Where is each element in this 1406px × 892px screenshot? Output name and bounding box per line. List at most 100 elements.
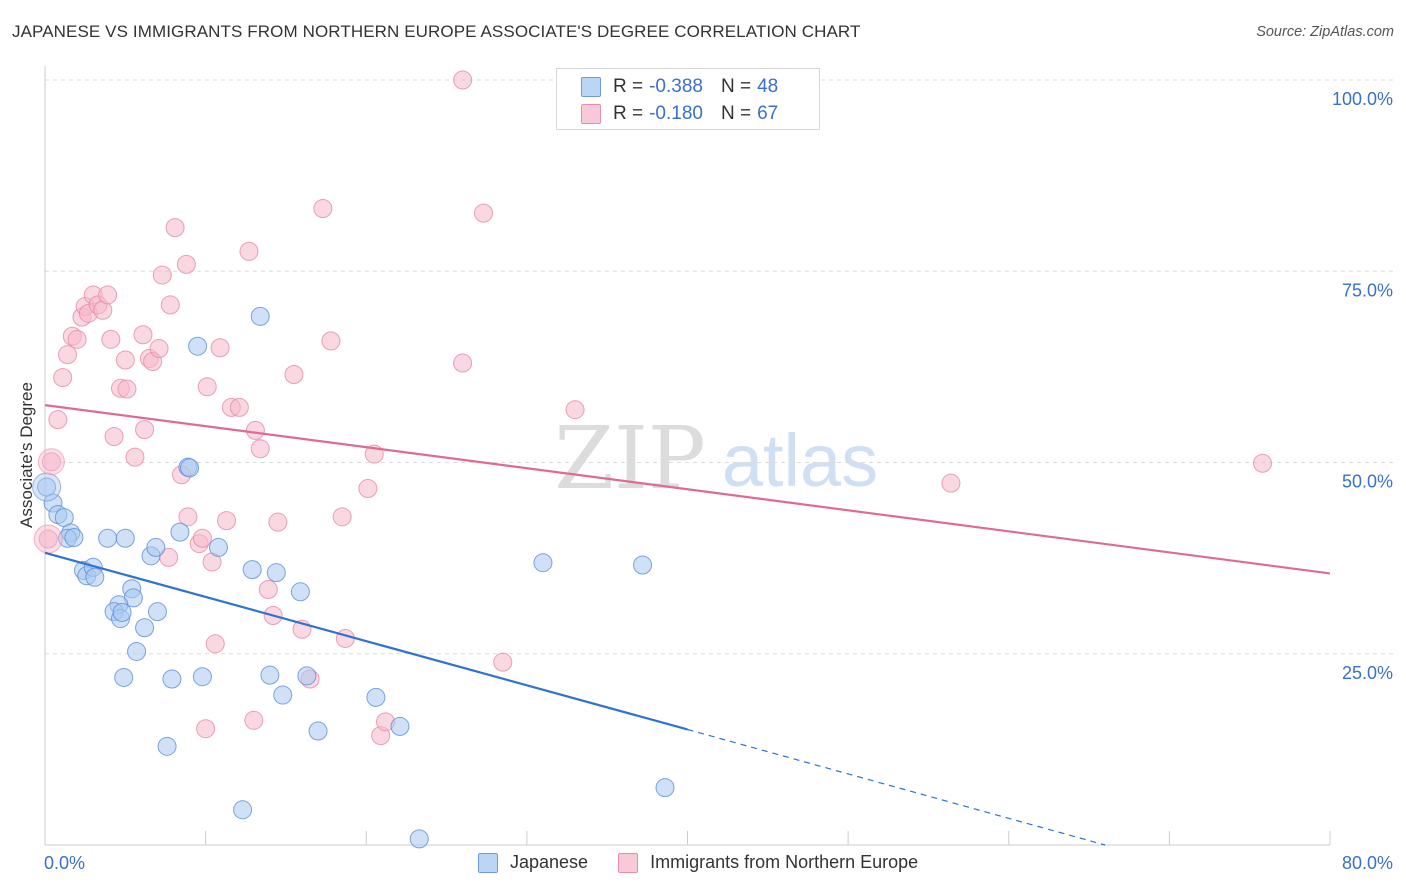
- immigrants-trend-line: [44, 404, 1331, 575]
- japanese-point: [633, 555, 653, 575]
- legend-item-japanese: Japanese: [478, 852, 588, 873]
- immigrants-point: [196, 719, 216, 739]
- legend-r-value: -0.388: [649, 76, 703, 97]
- immigrants-point: [165, 218, 185, 238]
- immigrants-point: [48, 410, 68, 430]
- immigrants-point: [125, 447, 145, 467]
- immigrants-point: [53, 368, 73, 388]
- japanese-trend-line: [44, 551, 688, 731]
- immigrants-point: [160, 295, 180, 315]
- immigrants-point: [239, 241, 259, 261]
- japanese-point: [37, 477, 57, 497]
- data-points: [32, 70, 1273, 849]
- legend-n-label: N =: [720, 76, 752, 97]
- immigrants-point: [104, 426, 124, 446]
- immigrants-point: [117, 379, 137, 399]
- japanese-point: [260, 665, 280, 685]
- immigrants-point: [176, 254, 196, 274]
- japanese-point: [188, 336, 208, 356]
- source-label: Source: ZipAtlas.com: [1256, 24, 1394, 40]
- immigrants-point: [217, 511, 237, 531]
- japanese-point: [157, 736, 177, 756]
- immigrants-point: [38, 529, 58, 549]
- immigrants-point: [41, 452, 61, 472]
- series-legend: Japanese Immigrants from Northern Europe: [478, 852, 948, 873]
- japanese-point: [180, 458, 200, 478]
- legend-n-value: 67: [757, 103, 779, 124]
- immigrants-point: [358, 479, 378, 499]
- japanese-point: [162, 669, 182, 689]
- legend-label-japanese: Japanese: [510, 852, 589, 872]
- japanese-point: [64, 527, 84, 547]
- y-tick-label: 75.0%: [1342, 280, 1393, 300]
- immigrants-point: [453, 353, 473, 373]
- immigrants-point: [453, 70, 473, 90]
- japanese-point: [290, 582, 310, 602]
- immigrants-point: [313, 199, 333, 219]
- immigrants-point: [205, 634, 225, 654]
- japanese-point: [170, 522, 190, 542]
- immigrants-point: [210, 338, 230, 358]
- immigrants-point: [1253, 453, 1273, 473]
- immigrants-point: [98, 285, 118, 305]
- immigrants-point: [192, 528, 212, 548]
- legend-n-value: 48: [757, 76, 779, 97]
- legend-swatch-japanese: [581, 77, 601, 97]
- japanese-point: [115, 528, 135, 548]
- japanese-point: [266, 563, 286, 583]
- legend-row-japanese: R = -0.388 N = 48: [581, 75, 778, 99]
- immigrants-point: [57, 345, 77, 365]
- immigrants-point-cluster: [33, 524, 63, 554]
- y-tick-label: 25.0%: [1342, 663, 1393, 683]
- immigrants-point: [229, 397, 249, 417]
- immigrants-point: [149, 339, 169, 359]
- japanese-point: [308, 721, 328, 741]
- japanese-point: [98, 528, 118, 548]
- japanese-point: [390, 716, 410, 736]
- immigrants-point: [268, 512, 288, 532]
- legend-n-label: N =: [720, 103, 752, 124]
- immigrants-point: [321, 331, 341, 351]
- immigrants-point: [133, 325, 153, 345]
- immigrants-point: [67, 329, 87, 349]
- watermark-zip: ZIP: [554, 409, 706, 509]
- trend-lines: [44, 404, 1331, 846]
- japanese-point: [273, 685, 293, 705]
- immigrants-point: [250, 439, 270, 459]
- japanese-point: [147, 602, 167, 622]
- japanese-point: [208, 537, 228, 557]
- japanese-point: [533, 553, 553, 573]
- immigrants-point: [178, 507, 198, 527]
- immigrants-point: [474, 203, 494, 223]
- immigrants-point: [115, 350, 135, 370]
- immigrants-point: [135, 420, 155, 440]
- correlation-legend: R = -0.388 N = 48 R = -0.180 N = 67: [556, 68, 820, 130]
- immigrants-point: [493, 652, 513, 672]
- japanese-point: [655, 778, 675, 798]
- immigrants-point: [284, 365, 304, 385]
- legend-r-label: R =: [613, 76, 644, 97]
- japanese-point: [297, 666, 317, 686]
- immigrants-point: [101, 329, 121, 349]
- immigrants-point: [332, 507, 352, 527]
- immigrants-point: [941, 473, 961, 493]
- japanese-point: [366, 687, 386, 707]
- japanese-point: [242, 560, 262, 580]
- japanese-trend-extension: [687, 728, 1106, 846]
- legend-swatch-japanese: [478, 852, 498, 873]
- japanese-point: [146, 537, 166, 557]
- japanese-point: [409, 829, 429, 849]
- immigrants-point: [152, 265, 172, 285]
- immigrants-point: [258, 579, 278, 599]
- y-axis-label: Associate's Degree: [17, 382, 36, 528]
- immigrants-point: [565, 400, 585, 420]
- legend-label-immigrants: Immigrants from Northern Europe: [650, 852, 919, 872]
- legend-row-immigrants: R = -0.180 N = 67: [581, 102, 778, 126]
- immigrants-point: [245, 420, 265, 440]
- legend-r-value: -0.180: [649, 103, 703, 124]
- y-tick-label: 100.0%: [1332, 89, 1393, 109]
- japanese-point: [112, 602, 132, 622]
- legend-item-immigrants: Immigrants from Northern Europe: [618, 852, 918, 873]
- japanese-point: [135, 618, 155, 638]
